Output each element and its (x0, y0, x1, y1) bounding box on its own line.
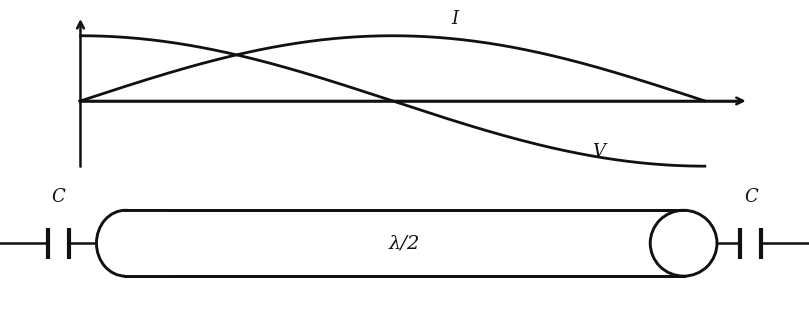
Ellipse shape (650, 210, 717, 276)
Text: λ/2: λ/2 (389, 234, 420, 252)
Bar (125, 210, 170, 276)
Bar (125, 210, 684, 276)
Text: V: V (592, 143, 605, 161)
Text: C: C (744, 188, 757, 206)
Text: C: C (52, 188, 65, 206)
Text: I: I (451, 10, 459, 28)
Ellipse shape (96, 210, 155, 276)
